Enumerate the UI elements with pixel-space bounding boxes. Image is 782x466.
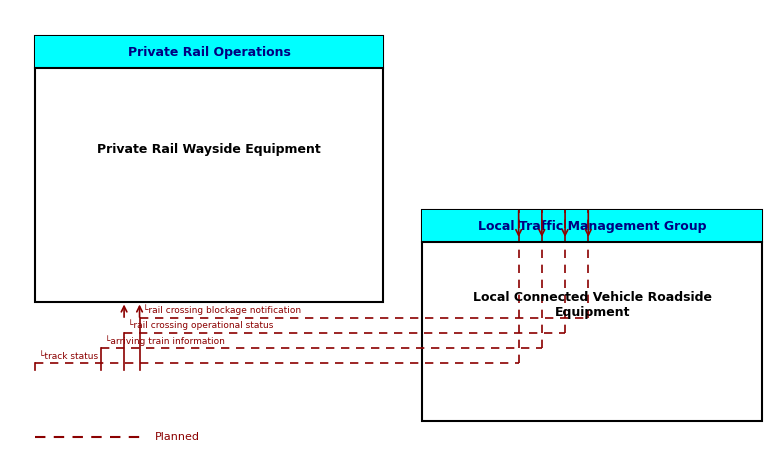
Bar <box>35 36 383 68</box>
Text: Planned: Planned <box>155 432 200 442</box>
Text: └rail crossing operational status: └rail crossing operational status <box>128 320 274 330</box>
Text: └arriving train information: └arriving train information <box>105 335 224 346</box>
Bar <box>422 210 762 421</box>
Text: Private Rail Wayside Equipment: Private Rail Wayside Equipment <box>97 144 321 157</box>
Text: Local Connected Vehicle Roadside
Equipment: Local Connected Vehicle Roadside Equipme… <box>472 291 712 319</box>
Bar <box>422 210 762 242</box>
Text: Private Rail Operations: Private Rail Operations <box>127 46 291 59</box>
Bar <box>35 36 383 302</box>
Text: └track status: └track status <box>39 352 98 361</box>
Text: Local Traffic Management Group: Local Traffic Management Group <box>478 219 706 233</box>
Text: └rail crossing blockage notification: └rail crossing blockage notification <box>143 305 302 315</box>
